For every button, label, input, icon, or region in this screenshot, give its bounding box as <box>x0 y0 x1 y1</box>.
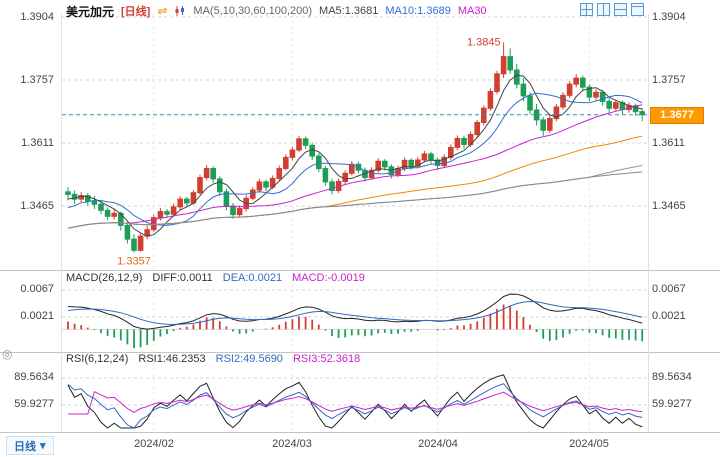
annotations-layer: 1.3845 1.3357 <box>117 36 500 267</box>
rsi-panel-header: RSI(6,12,24) RSI1:46.2353 RSI2:49.5690 R… <box>66 353 360 365</box>
crosshair-tool-icon[interactable]: ◎ <box>2 347 13 361</box>
ma30-value: MA30 <box>457 5 487 17</box>
macd-diff-value: DIFF:0.0011 <box>152 272 213 284</box>
price-axis-label-left: 1.3757 <box>20 74 54 86</box>
symbol-name: 美元加元 <box>66 4 115 19</box>
layout-grid-icon[interactable] <box>580 3 593 16</box>
ma30-line <box>67 104 643 229</box>
rsi2-line <box>67 383 643 429</box>
ma-settings-label[interactable]: MA(5,10,30,60,100,200) <box>193 5 313 17</box>
price-axis-label-right: 1.3904 <box>652 11 686 23</box>
macd-dea-value: DEA:0.0021 <box>222 272 283 284</box>
rsi2-value: RSI2:49.5690 <box>215 353 283 365</box>
price-axis-label-left: 1.3904 <box>20 11 54 23</box>
ma5-value: MA5:1.3681 <box>319 5 379 17</box>
macd-panel-header: MACD(26,12,9) DIFF:0.0011 DEA:0.0021 MAC… <box>66 272 365 284</box>
period-selector-label: 日线 <box>14 440 36 453</box>
layout-single-pane-icon[interactable] <box>631 3 644 16</box>
rsi-axis-label-left: 59.9277 <box>14 398 54 410</box>
macd-dea-line <box>67 300 643 325</box>
date-axis-label: 2024/04 <box>418 438 458 450</box>
rsi3-value: RSI3:52.3618 <box>292 353 361 365</box>
candles-layer <box>65 42 646 253</box>
layout-icon-group <box>580 3 644 16</box>
rsi1-value: RSI1:46.2353 <box>138 353 206 365</box>
macd-params-label[interactable]: MACD(26,12,9) <box>66 272 143 284</box>
ma-lines-layer <box>67 74 643 237</box>
price-axis-label-right: 1.3465 <box>652 200 686 212</box>
macd-diff-line <box>67 293 643 330</box>
macd-axis-label-left: 0.0021 <box>20 310 54 322</box>
kline-mini-icon <box>174 5 186 17</box>
ma200-line <box>67 171 643 229</box>
price-axis-label-left: 1.3465 <box>20 200 54 212</box>
rsi-layer <box>67 374 643 429</box>
chevron-down-icon: ▾ <box>40 440 46 452</box>
rsi3-line <box>68 390 643 415</box>
macd-layer <box>67 293 644 349</box>
macd-axis-label-left: 0.0067 <box>20 283 54 295</box>
period-tag: [日线] <box>121 6 151 18</box>
low-price-annotation: 1.3357 <box>117 255 151 267</box>
macd-hist-value: MACD:-0.0019 <box>292 272 365 284</box>
price-axis-label-right: 1.3611 <box>652 137 685 149</box>
period-selector-button[interactable]: 日线 ▾ <box>6 436 54 455</box>
date-axis-label: 2024/05 <box>569 438 609 450</box>
layout-vertical-split-icon[interactable] <box>597 3 610 16</box>
ma10-value: MA10:1.3689 <box>385 5 451 17</box>
date-axis-label: 2024/03 <box>272 438 312 450</box>
macd-axis-label-right: 0.0021 <box>652 310 686 322</box>
high-price-annotation: 1.3845 <box>467 36 501 48</box>
current-price-tag: 1.3677 <box>650 107 704 124</box>
price-axis-label-right: 1.3757 <box>652 74 686 86</box>
macd-axis-label-right: 0.0067 <box>652 283 686 295</box>
rsi-params-label[interactable]: RSI(6,12,24) <box>66 353 129 365</box>
date-axis-label: 2024/02 <box>134 438 174 450</box>
swap-pair-icon[interactable]: ⇌ <box>157 4 168 18</box>
rsi-axis-label-right: 59.9277 <box>652 398 692 410</box>
price-axis-label-left: 1.3611 <box>21 137 54 149</box>
ma10-line <box>67 92 643 226</box>
layout-horizontal-split-icon[interactable] <box>614 3 627 16</box>
rsi-axis-label-right: 89.5634 <box>652 371 692 383</box>
chart-header: 美元加元 [日线] ⇌ MA(5,10,30,60,100,200) MA5:1… <box>66 3 487 19</box>
rsi-axis-label-left: 89.5634 <box>14 371 54 383</box>
